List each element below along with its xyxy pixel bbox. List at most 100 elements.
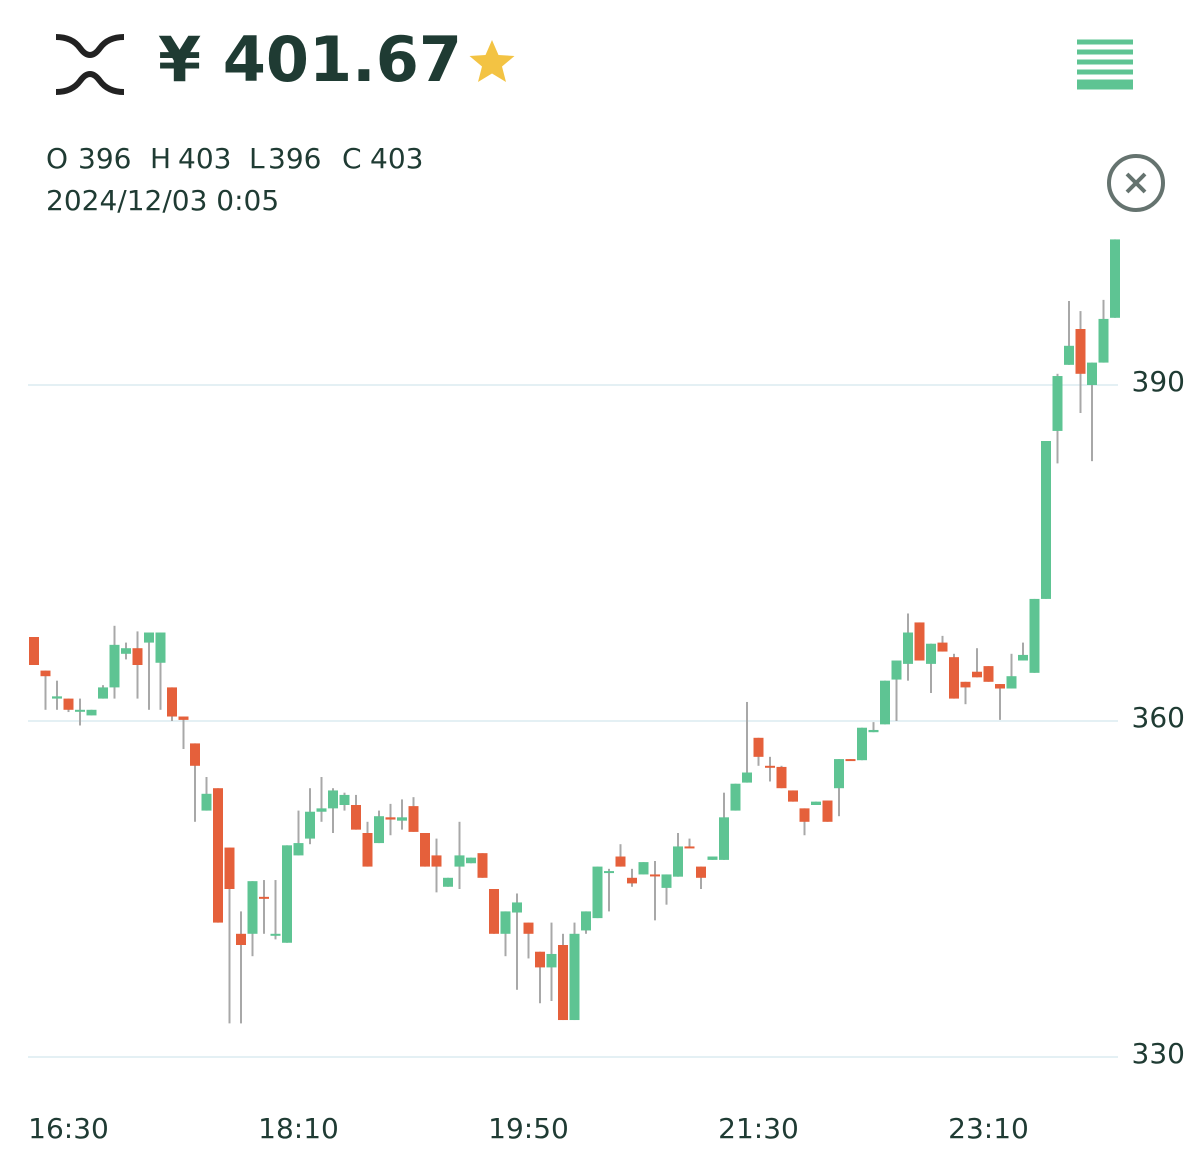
- candle-body: [604, 871, 614, 874]
- candle-body: [213, 788, 223, 923]
- candle-body: [581, 911, 591, 931]
- candle-body: [1075, 329, 1086, 374]
- candle-body: [224, 847, 235, 889]
- candle-body: [1110, 239, 1120, 318]
- candle-body: [454, 855, 465, 867]
- ohlc-value: 396: [78, 142, 131, 175]
- candle-body: [788, 790, 798, 802]
- candle-body: [834, 759, 844, 789]
- candle-body: [63, 698, 74, 710]
- candle-body: [75, 709, 85, 712]
- candle-body: [684, 846, 695, 849]
- candle-body: [500, 911, 511, 934]
- candle-body: [132, 648, 143, 665]
- ohlc-value: 403: [370, 142, 423, 175]
- candle-body: [86, 709, 97, 716]
- candle-body: [489, 889, 499, 934]
- candle-body: [707, 856, 718, 860]
- candle-body: [765, 765, 775, 768]
- candle-body: [995, 684, 1005, 689]
- candle-body: [742, 772, 752, 783]
- candle-body: [638, 862, 649, 875]
- candle-body: [374, 816, 384, 844]
- candle-body: [1052, 376, 1063, 431]
- x-tick-label: 21:30: [718, 1112, 799, 1145]
- candle-body: [523, 922, 534, 934]
- candle-body: [558, 945, 568, 1021]
- candle-body: [535, 951, 545, 968]
- candle-body: [98, 687, 108, 699]
- candle-body: [109, 644, 120, 688]
- x-tick-label: 23:10: [948, 1112, 1029, 1145]
- candle-body: [776, 766, 787, 789]
- candle-body: [466, 857, 476, 864]
- candle-body: [983, 666, 994, 682]
- candle-body: [40, 670, 51, 677]
- candle-body: [868, 729, 879, 733]
- y-tick-label: 390: [1132, 365, 1185, 398]
- candle-body: [880, 680, 890, 725]
- candle-body: [328, 790, 338, 809]
- candle-body: [972, 671, 982, 678]
- candle-body: [719, 817, 729, 860]
- candle-body: [546, 953, 557, 968]
- candle-body: [891, 660, 902, 680]
- candle-body: [431, 855, 442, 867]
- candle-body: [259, 896, 269, 899]
- candle-body: [512, 902, 522, 913]
- candle-body: [673, 846, 683, 877]
- candle-body: [293, 843, 304, 856]
- x-tick-label: 16:30: [28, 1112, 109, 1145]
- candle-body: [903, 632, 913, 664]
- candle-body: [1041, 441, 1051, 599]
- candle-body: [443, 877, 453, 887]
- candle-body: [362, 833, 373, 867]
- candle-body: [661, 874, 672, 888]
- candle-body: [615, 856, 626, 867]
- ohlc-value: 403: [178, 142, 231, 175]
- logo: [55, 34, 125, 95]
- candle-body: [926, 643, 936, 664]
- candle-body: [753, 737, 764, 757]
- candle-body: [339, 794, 350, 805]
- candle-body: [29, 637, 39, 665]
- candle-body: [650, 874, 660, 877]
- candle-body: [144, 632, 154, 643]
- candle-body: [1064, 345, 1074, 365]
- candle-body: [178, 716, 189, 720]
- candle-body: [397, 817, 407, 821]
- candle-body: [914, 622, 925, 661]
- candle-body: [960, 681, 971, 688]
- candle-body: [420, 833, 430, 867]
- candle-body: [190, 743, 200, 766]
- price: ¥ 401.67: [158, 23, 462, 96]
- candle-body: [1006, 676, 1017, 689]
- candle-body: [121, 648, 131, 654]
- ohlc-label: C: [342, 142, 362, 175]
- y-tick-label: 360: [1132, 701, 1185, 734]
- candle-body: [155, 632, 166, 663]
- favorite-star[interactable]: [469, 40, 515, 82]
- candle-body: [282, 845, 292, 943]
- candle-body: [1087, 362, 1097, 385]
- ohlc-value: 396: [268, 142, 321, 175]
- candle-body: [316, 808, 327, 812]
- x-tick-label: 18:10: [258, 1112, 339, 1145]
- candle-body: [1029, 598, 1040, 673]
- candle-body: [270, 933, 281, 936]
- menu-button[interactable]: [1077, 39, 1133, 90]
- candle-body: [811, 801, 821, 805]
- candle-body: [845, 759, 856, 762]
- candle-body: [385, 817, 396, 820]
- candle-body: [201, 793, 212, 811]
- candle-body: [351, 805, 361, 830]
- candle-body: [408, 806, 419, 832]
- candle-body: [236, 933, 246, 945]
- ohlc-label: H: [150, 142, 171, 175]
- candle-body: [627, 877, 637, 884]
- candle-body: [949, 657, 959, 699]
- candle-body: [305, 811, 315, 839]
- candle-body: [799, 808, 810, 822]
- close-button[interactable]: [1107, 154, 1165, 212]
